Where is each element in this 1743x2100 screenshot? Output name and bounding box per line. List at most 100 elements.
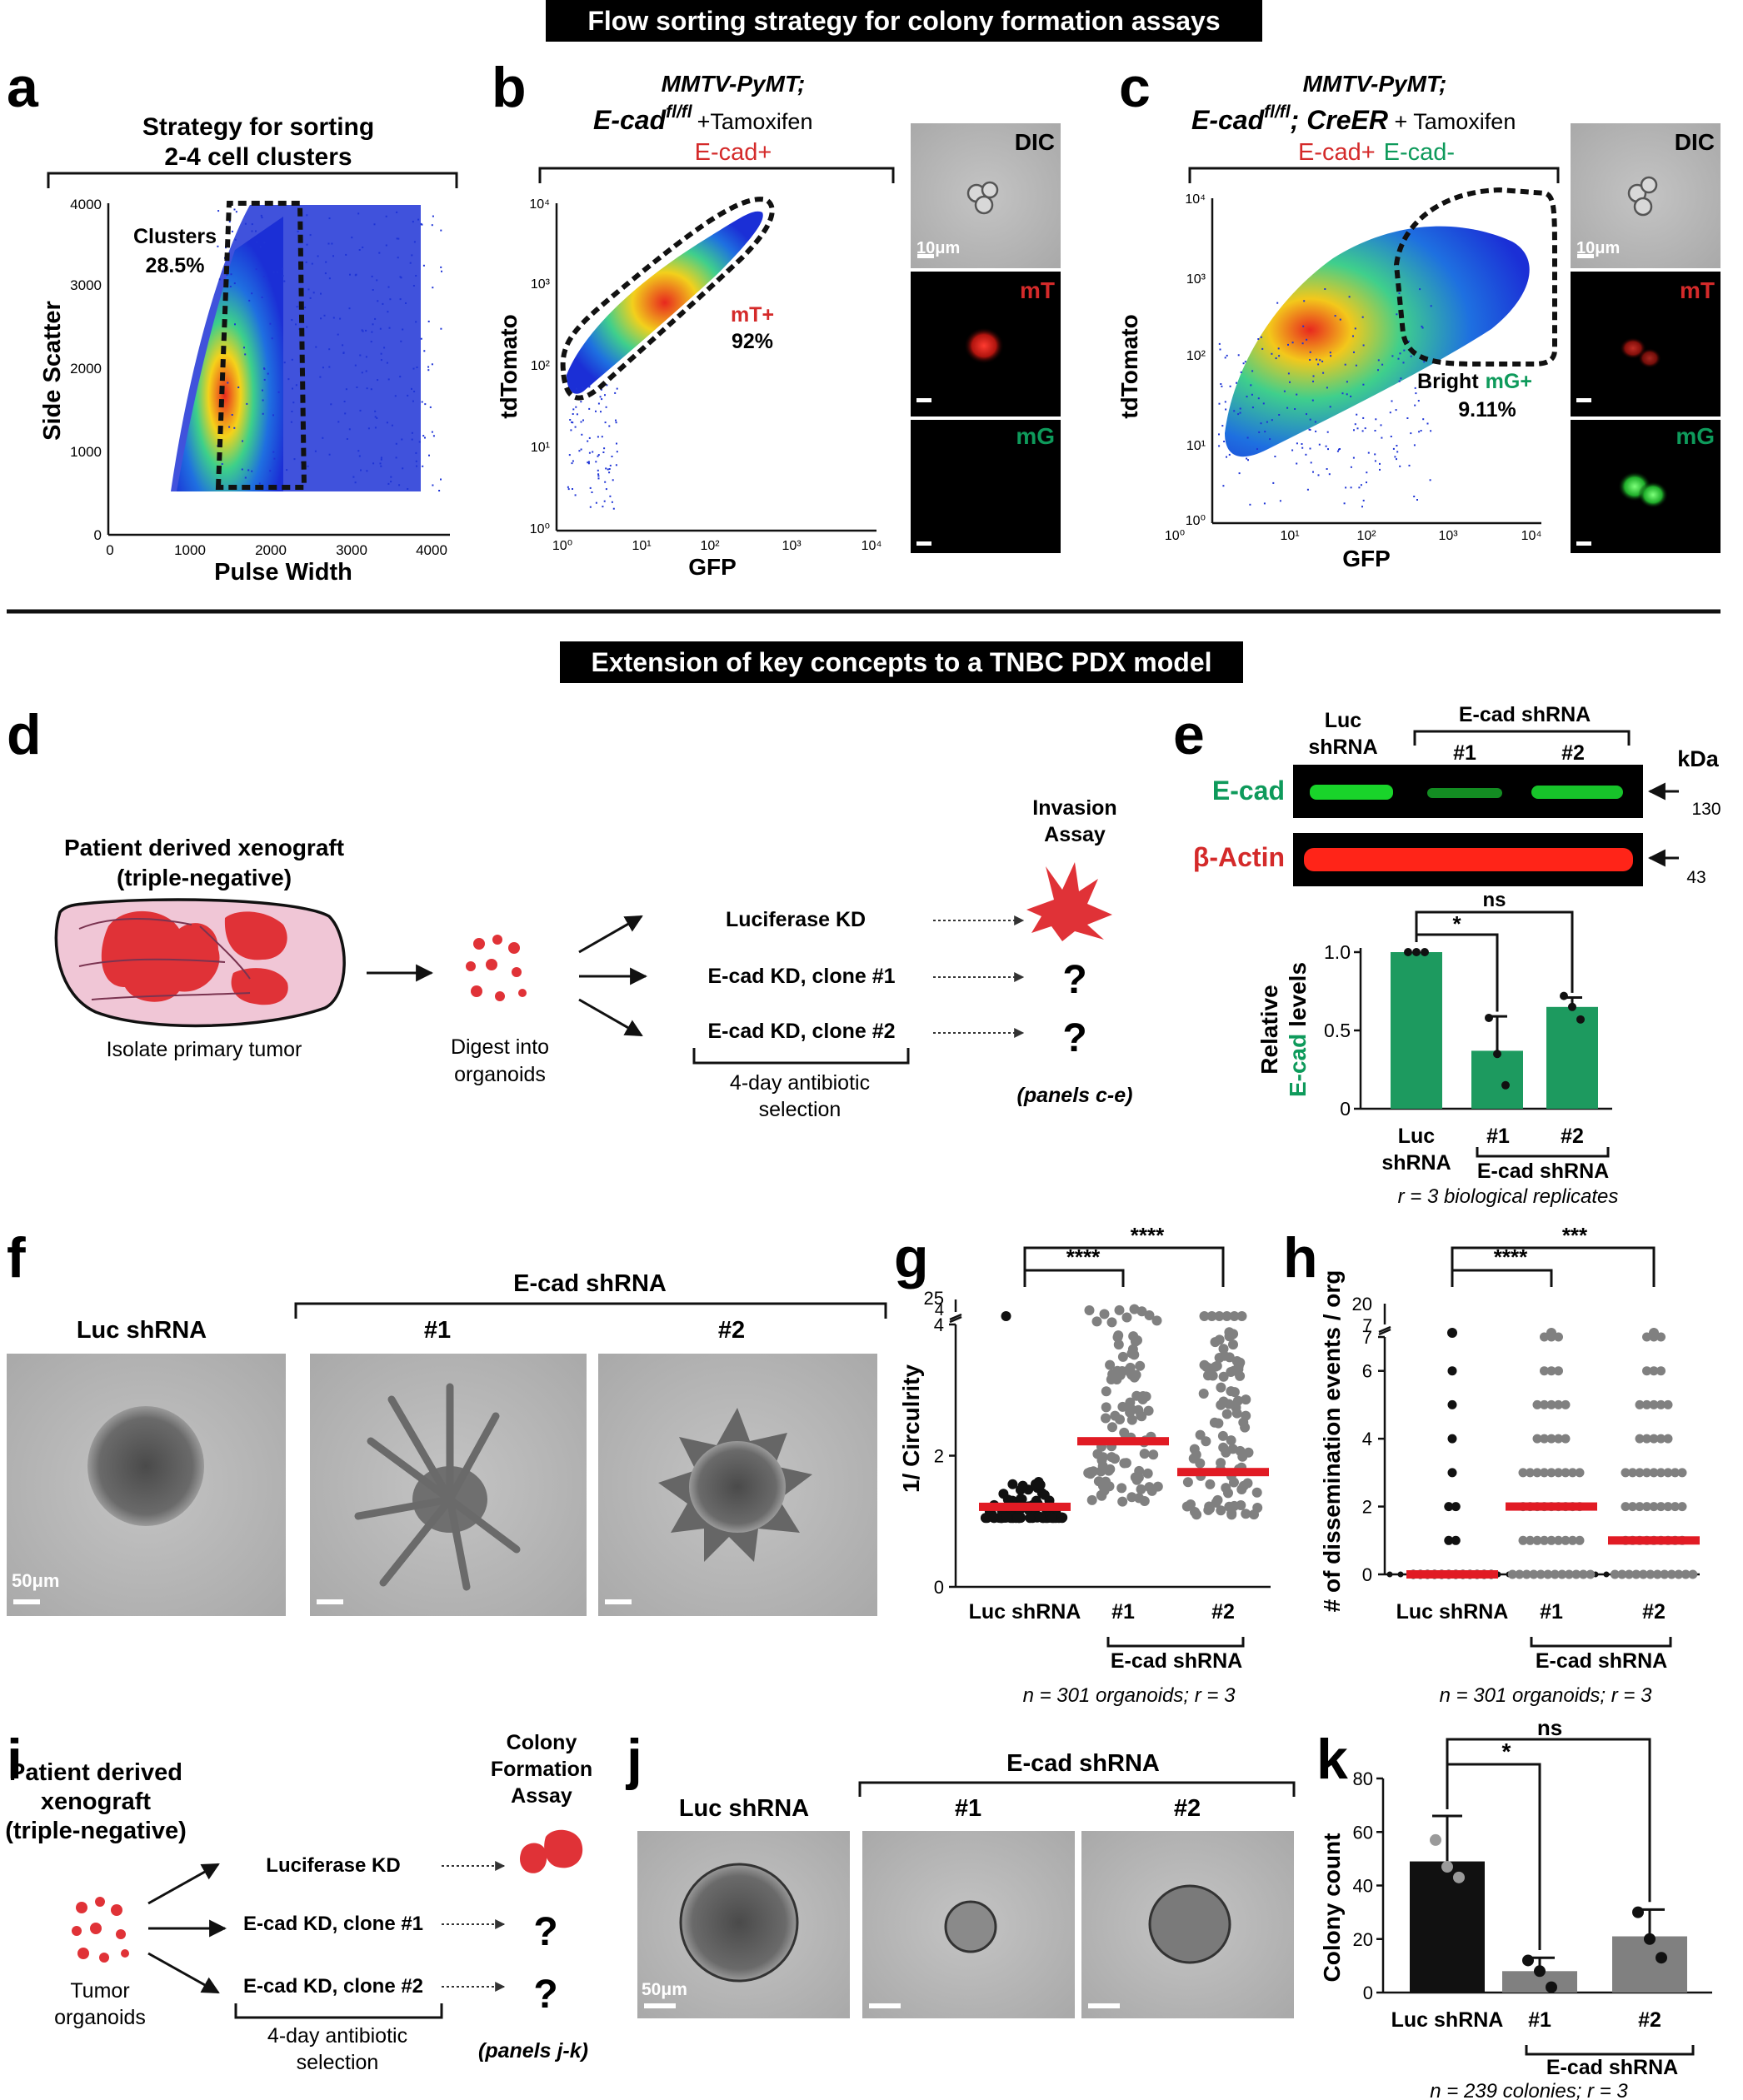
panel-i-pdx-1: Patient derived: [9, 1759, 182, 1786]
panel-e-group-bracket: [1413, 730, 1631, 746]
panel-g-point: [1039, 1489, 1050, 1500]
panel-k-sig2: ns: [1537, 1715, 1562, 1740]
panel-j-images: 50μm: [637, 1831, 1294, 2018]
panel-h-sig-bracket-1: [1451, 1269, 1553, 1287]
panel-h-point: [1663, 1502, 1673, 1512]
panel-g-point: [1096, 1466, 1106, 1477]
panel-h-point: [1561, 1399, 1571, 1409]
panel-e-bar-2: [1546, 1006, 1598, 1109]
panel-g-point: [1110, 1410, 1121, 1421]
panel-g-point: [1012, 1513, 1023, 1523]
panel-h-point: [1649, 1399, 1659, 1409]
panel-g-point: [1235, 1445, 1246, 1456]
panel-e-xlabel-luc-1: Luc: [1398, 1125, 1436, 1148]
panel-g-ylabel: 1/ Circulrity: [898, 1364, 924, 1493]
panel-h-point: [1557, 1569, 1567, 1579]
panel-e-lane-luc-1: Luc: [1325, 709, 1362, 732]
panel-f-lane-luc: Luc shRNA: [77, 1317, 207, 1344]
panel-g-point: [1218, 1344, 1229, 1354]
panel-b-ytick-1: 10¹: [531, 441, 550, 455]
panel-g-point-upper: [1221, 1311, 1232, 1321]
panel-h-ytick: 4: [1362, 1429, 1372, 1449]
panel-h-point: [1677, 1468, 1687, 1478]
panel-g-point-upper: [1129, 1304, 1140, 1314]
panel-b-bracket: [538, 167, 895, 183]
panel-b-dots: [567, 384, 618, 510]
panel-d-kd1: Luciferase KD: [726, 908, 866, 931]
panel-g-point: [1117, 1401, 1128, 1412]
panel-b-xtick-4: 10⁴: [862, 539, 882, 553]
panel-h-point: [1642, 1332, 1651, 1342]
panel-g-point-upper: [1121, 1312, 1132, 1323]
panel-h-point: [1688, 1569, 1698, 1579]
panel-b-ytick-0: 10⁰: [530, 522, 550, 536]
panel-h-point: [1656, 1399, 1666, 1409]
panel-e-xlabel-2: #2: [1561, 1125, 1584, 1148]
panel-e-band1: E-cad: [1212, 776, 1285, 806]
panel-e-kda: kDa: [1677, 746, 1720, 771]
panel-h-ytick: 0: [1362, 1564, 1372, 1585]
panel-k-point: [1656, 1952, 1667, 1964]
panel-b-xlabel: GFP: [688, 554, 737, 580]
panel-h-point: [1635, 1399, 1645, 1409]
panel-k-xtick: Luc shRNA: [1391, 2008, 1504, 2032]
panel-g-footnote: n = 301 organoids; r = 3: [1023, 1684, 1236, 1707]
panel-h-point: [1447, 1468, 1457, 1478]
panel-h-point: [1546, 1399, 1556, 1409]
panel-g-point: [1252, 1503, 1263, 1513]
panel-g-ytick-upper: 4: [935, 1301, 944, 1319]
panel-k-point: [1522, 1954, 1534, 1967]
panel-e-band-1: [1427, 788, 1502, 798]
panel-h-point: [1554, 1535, 1563, 1545]
panel-h-point: [1546, 1535, 1556, 1545]
panel-h-point: [1532, 1535, 1542, 1545]
panel-g-point: [1205, 1479, 1216, 1489]
panel-g-point: [1128, 1331, 1139, 1342]
panel-letter-g: g: [894, 1226, 929, 1289]
panel-g-point: [1203, 1504, 1214, 1515]
panel-g-point: [1085, 1467, 1096, 1478]
panel-b-scale-label: 10μm: [916, 239, 960, 257]
panel-h-point: [1656, 1366, 1666, 1376]
panel-g-point: [1046, 1513, 1057, 1524]
panel-h-point: [1554, 1366, 1563, 1376]
panel-g-point: [1025, 1513, 1036, 1524]
panel-h-mean-2: [1608, 1536, 1700, 1545]
panel-e-footnote: r = 3 biological replicates: [1398, 1185, 1619, 1208]
panel-g-point: [1127, 1344, 1138, 1354]
panel-k-point: [1441, 1861, 1453, 1873]
panel-h-point: [1671, 1468, 1680, 1478]
panel-b-ytick-3: 10³: [531, 277, 551, 292]
panel-c-mt-image: [1571, 272, 1721, 417]
panel-g-point: [1235, 1357, 1246, 1368]
panel-g-point: [1181, 1501, 1192, 1512]
panel-h-point: [1532, 1399, 1542, 1409]
panel-g-sig-bracket-1: [1023, 1269, 1125, 1287]
panel-h-point: [1451, 1502, 1461, 1512]
panel-g-point-upper: [1144, 1310, 1155, 1321]
panel-g-point: [1134, 1493, 1144, 1504]
panel-h-zero-dot: [1386, 1571, 1393, 1578]
panel-e-band-2: [1531, 786, 1623, 799]
panel-g-point: [1212, 1494, 1223, 1505]
panel-c-gate: [1393, 187, 1557, 367]
panel-g-point: [1221, 1447, 1231, 1458]
panel-e-band-luc: [1310, 785, 1393, 800]
panel-c-gate-label: Bright mG+: [1417, 370, 1532, 393]
panel-g-point-upper: [1136, 1306, 1147, 1317]
panel-c-xtick-2: 10²: [1356, 529, 1376, 543]
panel-h-zero-dot: [1397, 1571, 1404, 1578]
panel-i-q2: ?: [533, 1973, 557, 2017]
panel-c-bracket: [1188, 167, 1560, 183]
panel-a-plot: Clusters 28.5% 0 1000 2000 3000 4000 0 1…: [39, 197, 450, 586]
panel-k-group: E-cad shRNA: [1546, 2056, 1678, 2079]
panel-h-point: [1671, 1502, 1680, 1512]
panel-c-title-1: MMTV-PyMT;: [1303, 71, 1447, 97]
panel-g-point: [1232, 1395, 1243, 1406]
panel-h-point: [1649, 1502, 1659, 1512]
panel-g-point: [1251, 1487, 1262, 1498]
panel-d-kd3: E-cad KD, clone #2: [707, 1020, 895, 1043]
panel-h-point: [1554, 1468, 1563, 1478]
